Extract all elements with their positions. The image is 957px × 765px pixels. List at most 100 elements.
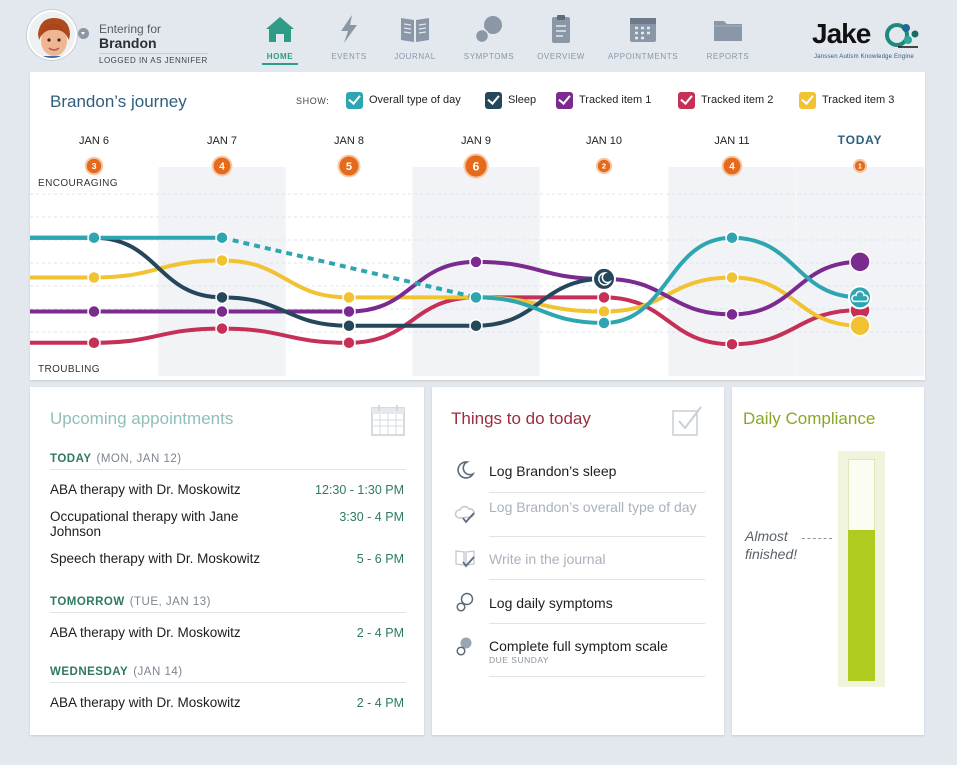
day-date: (TUE, JAN 13) [129, 596, 211, 608]
day-heading-wednesday: WEDNESDAY (JAN 14) [50, 666, 183, 678]
cloud-icon [851, 290, 869, 303]
day-label: JAN 6 [79, 135, 109, 147]
things-to-do-card: Things to do today Log Brandon’s sleep L… [432, 387, 724, 735]
series-line [474, 235, 862, 325]
data-point[interactable] [597, 316, 611, 330]
compliance-note: Almost finished! [745, 527, 797, 563]
data-point[interactable] [342, 336, 356, 350]
sleep-marker[interactable] [592, 266, 616, 291]
data-point[interactable] [215, 253, 229, 268]
jake-logo[interactable]: Jake [812, 18, 871, 50]
checklist-icon [672, 406, 702, 436]
nav-overview[interactable]: OVERVIEW [535, 14, 587, 66]
encouraging-label: ENCOURAGING [38, 178, 118, 189]
todo-title: Things to do today [451, 409, 591, 428]
legend-label: Tracked item 3 [822, 94, 895, 106]
day-label: JAN 11 [714, 135, 749, 147]
data-point[interactable] [87, 304, 101, 319]
nav-symptoms[interactable]: SYMPTOMS [461, 14, 517, 66]
event-count-badge[interactable] [852, 158, 868, 174]
checkbox-icon[interactable] [485, 91, 502, 109]
data-point[interactable] [215, 290, 229, 305]
legend-tracked-item-1[interactable]: Tracked item 1 [556, 91, 651, 109]
checkbox-icon[interactable] [799, 91, 816, 109]
appointment-name[interactable]: Occupational therapy with Jane Johnson [50, 509, 239, 539]
data-point[interactable] [725, 230, 739, 245]
appointment-name[interactable]: Speech therapy with Dr. Moskowitz [50, 551, 261, 566]
appointment-name[interactable]: ABA therapy with Dr. Moskowitz [50, 625, 241, 640]
task-log-overall-day[interactable]: Log Brandon’s overall type of day [489, 499, 697, 515]
task-write-journal[interactable]: Write in the journal [489, 551, 606, 567]
day-column-band [158, 167, 286, 376]
nav-journal[interactable]: JOURNAL [391, 14, 439, 66]
logo-text: Jake [812, 18, 871, 49]
data-point[interactable] [849, 315, 871, 337]
data-point[interactable] [87, 336, 101, 350]
legend-tracked-item-2[interactable]: Tracked item 2 [678, 91, 773, 109]
clipboard-icon [552, 15, 570, 43]
task-log-symptoms[interactable]: Log daily symptoms [489, 595, 613, 611]
nav-reports-label: REPORTS [706, 52, 750, 61]
appointment-time: 2 - 4 PM [356, 626, 404, 640]
child-photo-icon [29, 12, 75, 58]
data-point[interactable] [342, 290, 356, 305]
moon-icon [457, 461, 476, 479]
divider [489, 492, 705, 493]
day-date: (JAN 14) [133, 666, 183, 678]
day-label: TODAY [838, 133, 883, 147]
child-switch-dropdown[interactable] [78, 28, 89, 39]
data-point[interactable] [469, 290, 483, 305]
data-point[interactable] [342, 319, 356, 333]
data-point[interactable] [215, 304, 229, 319]
data-point[interactable] [469, 255, 483, 269]
avatar[interactable] [27, 10, 77, 60]
data-point[interactable] [597, 290, 611, 305]
day-label: JAN 7 [207, 135, 237, 147]
task-log-sleep[interactable]: Log Brandon’s sleep [489, 463, 617, 479]
event-count-badge[interactable] [463, 153, 489, 179]
data-point[interactable] [725, 270, 739, 285]
event-count-badge[interactable] [337, 154, 361, 178]
nav-reports[interactable]: REPORTS [706, 14, 750, 66]
child-name[interactable]: Brandon [99, 35, 157, 51]
day-name: TOMORROW [50, 596, 125, 608]
daily-compliance-card: Daily Compliance Almost finished! [732, 387, 924, 735]
legend-label: Sleep [508, 94, 537, 106]
nav-events[interactable]: EVENTS [328, 14, 370, 66]
legend-tracked-item-3[interactable]: Tracked item 3 [799, 91, 894, 109]
task-full-symptom-scale[interactable]: Complete full symptom scale [489, 638, 668, 654]
event-count-badge[interactable] [721, 155, 743, 177]
checkbox-icon[interactable] [556, 91, 573, 109]
overall-marker[interactable] [848, 285, 872, 310]
logo-molecule-icon [885, 23, 919, 48]
event-count-badge[interactable] [84, 156, 104, 176]
data-point[interactable] [215, 230, 229, 245]
nav-appointments[interactable]: APPOINTMENTS [605, 14, 681, 66]
data-point[interactable] [597, 304, 611, 319]
data-point[interactable] [87, 230, 101, 245]
legend-overall-type-of-day[interactable]: Overall type of day [346, 91, 461, 109]
data-point[interactable] [215, 321, 229, 336]
home-icon [266, 17, 294, 42]
appointment-name[interactable]: ABA therapy with Dr. Moskowitz [50, 482, 241, 497]
checkbox-icon[interactable] [346, 91, 363, 109]
appointments-card: Upcoming appointments TODAY (MON, JAN 12)… [30, 387, 424, 735]
data-point[interactable] [849, 251, 871, 273]
calendar-icon[interactable] [370, 403, 406, 437]
event-count-badge[interactable] [595, 157, 613, 175]
nav-journal-label: JOURNAL [394, 52, 436, 61]
checkbox-icon[interactable] [678, 91, 695, 109]
compliance-title: Daily Compliance [743, 409, 876, 428]
event-count-badge[interactable] [211, 155, 233, 177]
legend-sleep[interactable]: Sleep [485, 91, 536, 109]
data-point[interactable] [342, 304, 356, 319]
data-point[interactable] [725, 337, 739, 351]
data-point[interactable] [725, 307, 739, 322]
nav-home[interactable]: HOME [262, 14, 298, 66]
data-point[interactable] [87, 270, 101, 285]
day-name: TODAY [50, 453, 92, 465]
appointment-name[interactable]: ABA therapy with Dr. Moskowitz [50, 695, 241, 710]
divider [489, 579, 705, 580]
divider [50, 682, 406, 683]
data-point[interactable] [469, 319, 483, 333]
